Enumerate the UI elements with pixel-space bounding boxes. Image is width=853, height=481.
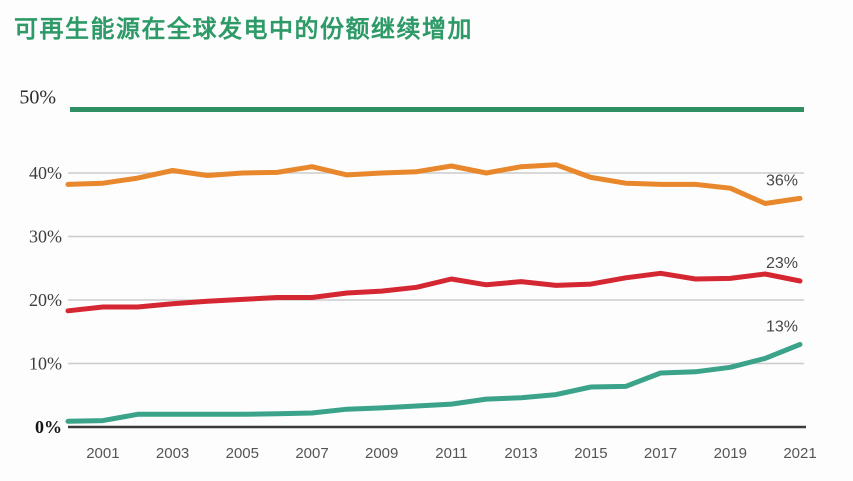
- x-tick-label-2003: 2003: [156, 445, 189, 462]
- orange-series-line: [65, 162, 803, 206]
- y-tick-label-40: 40%: [29, 163, 62, 183]
- chart-title: 可再生能源在全球发电中的份额继续增加: [14, 16, 473, 43]
- x-tick-label-2009: 2009: [365, 445, 398, 462]
- x-tick-label-2013: 2013: [504, 445, 537, 462]
- x-tick-label-2001: 2001: [86, 445, 119, 462]
- red-series-line: [65, 270, 803, 314]
- y-tick-label-50: 50%: [19, 87, 56, 109]
- x-tick-label-2017: 2017: [644, 445, 677, 462]
- x-tick-label-2019: 2019: [714, 445, 747, 462]
- x-tick-label-2015: 2015: [574, 445, 607, 462]
- x-tick-label-2021: 2021: [783, 445, 816, 462]
- y-tick-label-30: 30%: [29, 227, 62, 247]
- y-tick-label-20: 20%: [29, 290, 62, 310]
- teal-series-line: [65, 341, 803, 424]
- red-series-end-label: 23%: [766, 255, 798, 272]
- orange-series-end-label: 36%: [766, 172, 798, 189]
- y-tick-label-0: 0%: [35, 417, 62, 437]
- x-tick-label-2011: 2011: [435, 445, 467, 462]
- y-tick-label-10: 10%: [29, 354, 62, 374]
- x-tick-label-2005: 2005: [226, 445, 259, 462]
- teal-series-end-label: 13%: [766, 318, 798, 335]
- x-tick-label-2007: 2007: [295, 445, 328, 462]
